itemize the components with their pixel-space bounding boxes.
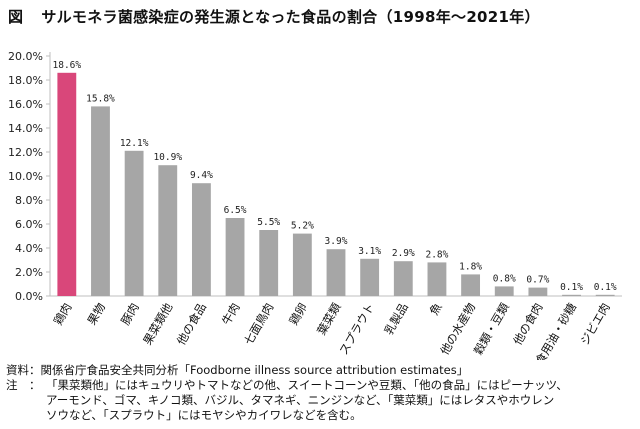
x-tick-label: 乳製品 [382, 301, 411, 338]
figure-number: 図 [8, 8, 24, 26]
bar-chart: 0.0% 2.0% 4.0% 6.0% 8.0% 10.0% 12.0% 14.0% 16.0%… [8, 50, 622, 360]
data-label: 5.5% [257, 217, 280, 228]
x-tick-label: 鶏卵 [286, 301, 310, 328]
data-label: 0.1% [560, 282, 583, 293]
bar [528, 287, 548, 296]
x-tick-label: 魚 [427, 300, 445, 317]
x-tick-label: 七面鳥肉 [241, 301, 276, 348]
y-tick-label: 18.0% [8, 74, 43, 87]
bar [360, 258, 380, 296]
x-tick-label: 他の食品 [174, 301, 209, 348]
data-label: 0.8% [493, 273, 516, 284]
data-label: 2.9% [392, 248, 415, 259]
x-tick-label: 果物 [84, 301, 108, 328]
bar [191, 183, 211, 296]
y-tick-label: 14.0% [8, 122, 43, 135]
bar [91, 106, 110, 297]
bar [292, 233, 312, 296]
bar [124, 150, 144, 296]
y-tick-label: 20.0% [8, 50, 43, 63]
note-row: 注 ： 「果菜類他」にはキュウリやトマトなどの他、スイートコーンや豆類、「他の食… [6, 378, 636, 423]
bar [595, 294, 615, 296]
bar [562, 294, 581, 296]
x-tick-label: 葉菜類 [314, 300, 344, 337]
data-label: 9.4% [190, 170, 213, 181]
bar [393, 261, 413, 296]
data-label: 5.2% [291, 221, 314, 232]
data-label: 10.9% [153, 152, 182, 163]
x-tick-label: ジビエ肉 [578, 301, 613, 348]
bar [259, 230, 279, 296]
x-tick-label: 鶏肉 [51, 301, 75, 328]
source-key: 資料： [6, 363, 41, 377]
note-key: 注 ： [6, 378, 41, 392]
x-tick-label: 他の食肉 [510, 301, 545, 348]
x-tick-label: 果菜類他 [140, 300, 175, 347]
bar [225, 218, 245, 296]
bar [57, 72, 77, 296]
data-label: 18.6% [53, 60, 82, 71]
bar [326, 249, 346, 296]
data-label: 6.5% [224, 205, 247, 216]
y-tick-label: 6.0% [15, 218, 43, 231]
y-tick-label: 8.0% [15, 194, 43, 207]
x-tick-label: 牛肉 [219, 301, 243, 328]
data-label: 12.1% [120, 138, 149, 149]
y-tick-label: 2.0% [15, 266, 43, 279]
notes-section: 資料： 関係省庁食品安全共同分析「Foodborne illness source… [6, 363, 636, 423]
bar [427, 262, 447, 296]
data-label: 0.1% [594, 282, 617, 293]
data-label: 3.1% [358, 246, 381, 257]
bar [158, 165, 178, 296]
y-tick-label: 16.0% [8, 98, 43, 111]
data-label: 0.7% [526, 275, 549, 286]
note-line: ソウなど、「スプラウト」にはモヤシやカイワレなどを含む。 [46, 408, 362, 422]
note-body: 「果菜類他」にはキュウリやトマトなどの他、スイートコーンや豆類、「他の食品」には… [46, 378, 568, 423]
bar [494, 286, 514, 296]
y-tick-label: 10.0% [8, 170, 43, 183]
data-label: 3.9% [325, 236, 348, 247]
x-tick-label: 豚肉 [118, 301, 142, 328]
y-tick-label: 12.0% [8, 146, 43, 159]
data-label: 2.8% [425, 249, 448, 260]
data-label: 15.8% [86, 93, 115, 104]
y-tick-label: 0.0% [15, 290, 43, 303]
note-line: 「果菜類他」にはキュウリやトマトなどの他、スイートコーンや豆類、「他の食品」には… [46, 378, 568, 392]
source-text: 関係省庁食品安全共同分析「Foodborne illness source at… [40, 363, 469, 377]
data-label: 1.8% [459, 261, 482, 272]
y-tick-label: 4.0% [15, 242, 43, 255]
chart-title: 図サルモネラ菌感染症の発生源となった食品の割合（1998年～2021年） [8, 6, 632, 27]
source-row: 資料： 関係省庁食品安全共同分析「Foodborne illness source… [6, 363, 636, 378]
figure-title: サルモネラ菌感染症の発生源となった食品の割合（1998年～2021年） [41, 8, 540, 26]
bar [461, 274, 481, 296]
note-line: アーモンド、ゴマ、キノコ類、バジル、タマネギ、ニンジンなど、「葉菜類」にはレタス… [46, 393, 555, 407]
